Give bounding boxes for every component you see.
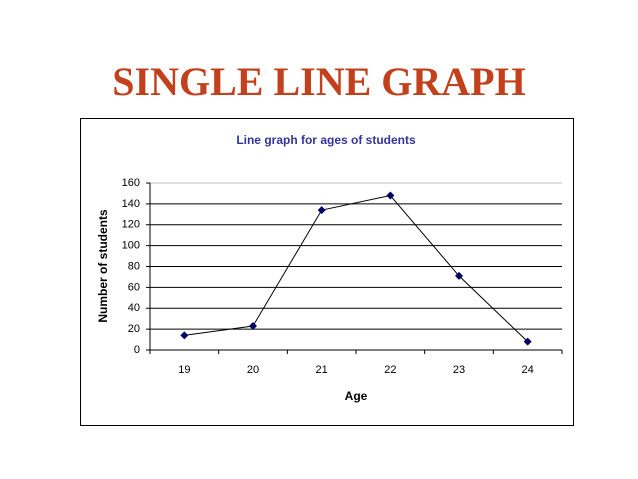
data-line: [184, 194, 529, 343]
x-tick-label: 23: [453, 364, 465, 376]
y-tick-label: 120: [122, 219, 140, 231]
y-tick-label: 160: [122, 177, 140, 189]
y-tick-label: 20: [128, 323, 140, 335]
y-tick-label: 0: [134, 344, 140, 356]
y-tick-label: 80: [128, 260, 140, 272]
y-tick-label: 140: [122, 198, 140, 210]
chart-title: Line graph for ages of students: [236, 133, 416, 147]
y-tick-label: 40: [128, 302, 140, 314]
data-point: [180, 331, 189, 340]
data-point: [317, 206, 326, 215]
data-point: [386, 191, 395, 200]
x-tick-label: 24: [522, 364, 534, 376]
x-tick-label: 19: [178, 364, 190, 376]
y-tick-label: 100: [122, 240, 140, 252]
data-point: [523, 337, 532, 346]
x-tick-label: 21: [316, 364, 328, 376]
x-axis-title: Age: [345, 389, 368, 403]
data-point: [455, 271, 463, 280]
chart-frame: [80, 118, 574, 426]
x-tick-label: 22: [384, 364, 396, 376]
y-tick-label: 60: [128, 281, 140, 293]
x-tick-label: 20: [247, 364, 259, 376]
slide-title: SINGLE LINE GRAPH: [112, 59, 525, 104]
data-point: [249, 321, 257, 330]
y-axis-title: Number of students: [96, 209, 110, 323]
